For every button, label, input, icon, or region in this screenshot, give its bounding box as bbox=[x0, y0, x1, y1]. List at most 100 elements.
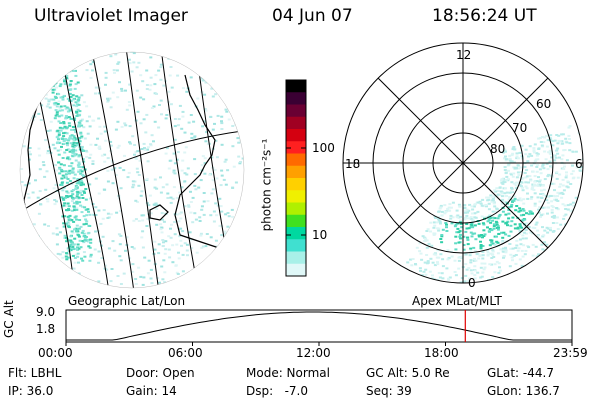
emission-pixel bbox=[568, 142, 572, 145]
emission-pixel bbox=[226, 212, 230, 214]
emission-pixel bbox=[57, 138, 60, 141]
colorbar-band bbox=[286, 227, 306, 240]
emission-pixel bbox=[91, 69, 94, 72]
emission-pixel bbox=[70, 128, 74, 131]
emission-pixel bbox=[152, 105, 156, 108]
emission-pixel bbox=[218, 56, 222, 59]
emission-pixel bbox=[425, 239, 429, 242]
emission-pixel bbox=[48, 106, 52, 109]
time-label: 18:56:24 UT bbox=[432, 6, 537, 26]
emission-pixel bbox=[550, 151, 553, 153]
emission-pixel bbox=[429, 221, 433, 224]
emission-pixel bbox=[219, 184, 223, 187]
emission-pixel bbox=[177, 220, 181, 223]
emission-pixel bbox=[60, 145, 63, 148]
emission-pixel bbox=[123, 122, 127, 125]
emission-pixel bbox=[538, 183, 542, 186]
emission-pixel bbox=[545, 135, 549, 138]
emission-pixel bbox=[199, 179, 203, 182]
colorbar-band bbox=[286, 153, 306, 167]
emission-pixel bbox=[431, 274, 434, 277]
emission-pixel bbox=[200, 246, 204, 249]
emission-pixel bbox=[220, 234, 224, 237]
emission-pixel bbox=[590, 117, 593, 119]
emission-pixel bbox=[579, 166, 583, 169]
emission-pixel bbox=[483, 233, 487, 236]
emission-pixel bbox=[175, 271, 179, 274]
emission-pixel bbox=[546, 168, 550, 171]
emission-pixel bbox=[114, 53, 118, 56]
emission-pixel bbox=[100, 154, 104, 157]
emission-pixel bbox=[588, 134, 591, 136]
emission-pixel bbox=[490, 241, 494, 244]
emission-pixel bbox=[70, 209, 74, 212]
emission-pixel bbox=[515, 176, 519, 179]
emission-pixel bbox=[218, 224, 222, 227]
dsp-value: Dsp: -7.0 bbox=[246, 384, 309, 398]
emission-pixel bbox=[142, 214, 146, 217]
emission-pixel bbox=[45, 80, 49, 83]
emission-pixel bbox=[504, 251, 508, 254]
emission-pixel bbox=[205, 131, 208, 134]
emission-pixel bbox=[510, 181, 514, 184]
emission-pixel bbox=[199, 234, 203, 237]
emission-pixel bbox=[224, 232, 228, 235]
emission-pixel bbox=[548, 149, 552, 152]
emission-pixel bbox=[436, 261, 439, 264]
emission-pixel bbox=[531, 266, 535, 269]
emission-pixel bbox=[79, 131, 83, 134]
emission-pixel bbox=[504, 155, 507, 158]
emission-pixel bbox=[514, 209, 518, 212]
emission-pixel bbox=[64, 196, 68, 199]
emission-pixel bbox=[501, 151, 505, 154]
emission-pixel bbox=[481, 198, 485, 201]
emission-pixel bbox=[462, 244, 466, 246]
emission-pixel bbox=[499, 279, 503, 282]
emission-pixel bbox=[178, 191, 182, 194]
emission-pixel bbox=[459, 222, 463, 225]
emission-pixel bbox=[524, 228, 528, 231]
emission-pixel bbox=[227, 236, 231, 239]
emission-pixel bbox=[192, 120, 196, 123]
emission-pixel bbox=[51, 88, 55, 91]
emission-pixel bbox=[128, 141, 132, 144]
emission-pixel bbox=[55, 111, 59, 114]
emission-pixel bbox=[453, 271, 457, 273]
emission-pixel bbox=[74, 63, 78, 66]
emission-pixel bbox=[554, 241, 558, 244]
emission-pixel bbox=[60, 177, 64, 180]
emission-pixel bbox=[552, 216, 556, 219]
emission-pixel bbox=[577, 233, 581, 236]
emission-pixel bbox=[495, 207, 499, 210]
emission-pixel bbox=[24, 272, 28, 275]
emission-pixel bbox=[227, 118, 231, 121]
emission-pixel bbox=[62, 94, 66, 97]
emission-pixel bbox=[437, 210, 441, 213]
emission-pixel bbox=[71, 245, 75, 248]
emission-pixel bbox=[110, 144, 113, 147]
emission-pixel bbox=[152, 203, 156, 206]
emission-pixel bbox=[479, 276, 483, 279]
emission-pixel bbox=[514, 262, 518, 265]
emission-pixel bbox=[128, 125, 132, 128]
emission-pixel bbox=[67, 195, 71, 198]
emission-pixel bbox=[82, 52, 86, 55]
emission-pixel bbox=[535, 260, 539, 263]
emission-pixel bbox=[515, 157, 519, 160]
emission-pixel bbox=[198, 216, 202, 219]
emission-pixel bbox=[73, 87, 77, 90]
emission-pixel bbox=[134, 156, 138, 159]
emission-pixel bbox=[479, 247, 483, 250]
emission-pixel bbox=[98, 145, 102, 148]
emission-pixel bbox=[157, 252, 161, 255]
emission-pixel bbox=[205, 233, 209, 235]
emission-pixel bbox=[201, 287, 205, 288]
emission-pixel bbox=[77, 179, 81, 182]
emission-pixel bbox=[63, 234, 67, 237]
emission-pixel bbox=[76, 193, 80, 196]
emission-pixel bbox=[504, 178, 508, 181]
emission-pixel bbox=[444, 222, 448, 224]
emission-pixel bbox=[538, 168, 542, 171]
emission-pixel bbox=[481, 257, 485, 260]
emission-pixel bbox=[504, 233, 508, 236]
